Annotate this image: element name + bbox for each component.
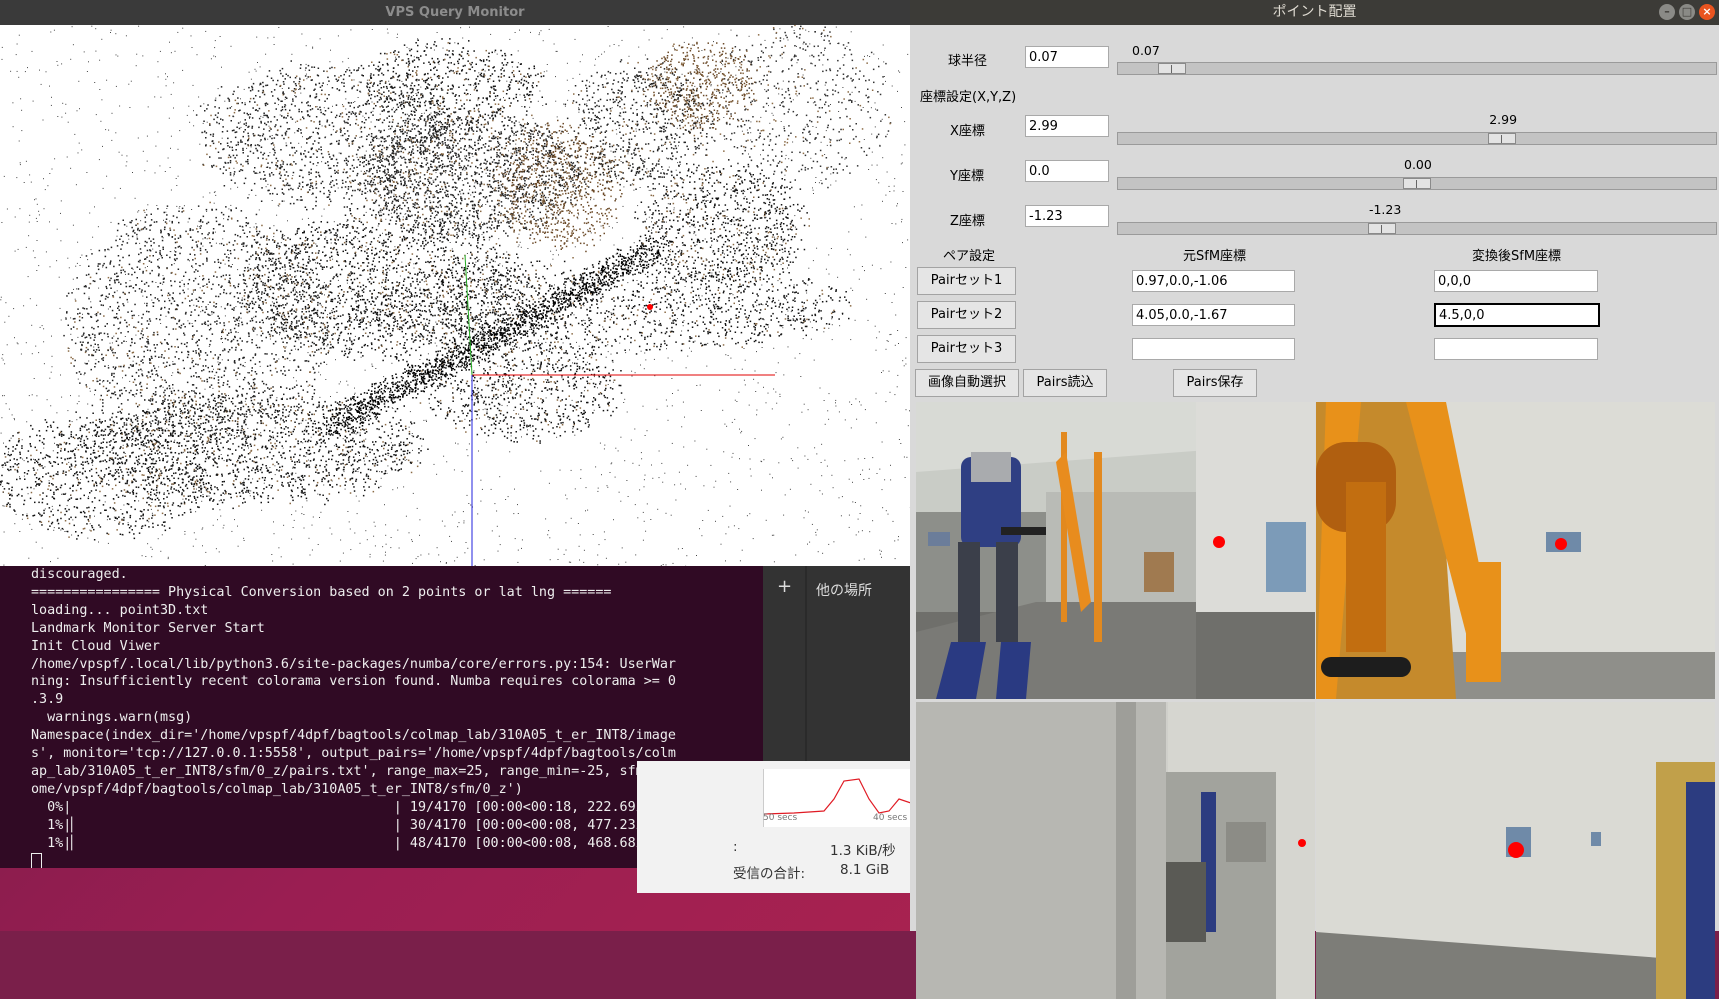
- files-sidebar-fragment: + 他の場所: [763, 566, 910, 761]
- pair-2-converted-field[interactable]: 4.5,0,0: [1434, 303, 1600, 327]
- load-pairs-button[interactable]: Pairs読込: [1023, 369, 1107, 397]
- pair-set-1-button[interactable]: Pairセット1: [917, 267, 1016, 295]
- auto-select-images-button[interactable]: 画像自動選択: [915, 369, 1019, 397]
- camera-image-3[interactable]: [916, 702, 1315, 999]
- original-sfm-heading: 元SfM座標: [1183, 249, 1247, 264]
- z-coord-label: Z座標: [950, 214, 985, 229]
- y-coord-label: Y座標: [950, 169, 984, 184]
- pair-set-3-button[interactable]: Pairセット3: [917, 335, 1016, 363]
- sphere-radius-label: 球半径: [948, 54, 988, 69]
- z-coord-scale-value: -1.23: [1368, 202, 1402, 217]
- pair-set-2-button[interactable]: Pairセット2: [917, 301, 1016, 329]
- camera-image-4[interactable]: [1316, 702, 1715, 999]
- other-locations-item[interactable]: 他の場所: [816, 583, 872, 599]
- maximize-icon[interactable]: □: [1679, 4, 1695, 20]
- terminal-cursor: [31, 852, 42, 868]
- marker-dot: [1298, 839, 1306, 847]
- pair-3-converted-field[interactable]: [1434, 338, 1598, 360]
- camera-image-2[interactable]: [1316, 402, 1715, 699]
- camera-image-1[interactable]: [916, 402, 1315, 699]
- point-cloud-viewer[interactable]: [0, 25, 910, 566]
- sphere-radius-scale-value: 0.07: [1132, 43, 1160, 58]
- recv-rate-value: 1.3 KiB/秒: [830, 843, 896, 859]
- marker-dot: [1213, 536, 1225, 548]
- add-location-icon[interactable]: +: [777, 576, 793, 597]
- converted-sfm-heading: 変換後SfM座標: [1472, 249, 1562, 264]
- z-coord-field[interactable]: -1.23: [1025, 205, 1109, 227]
- y-coord-scale-value: 0.00: [1404, 157, 1432, 172]
- window-title: VPS Query Monitor: [0, 0, 910, 25]
- pair-1-original-field[interactable]: 0.97,0.0,-1.06: [1132, 270, 1295, 292]
- pair-1-converted-field[interactable]: 0,0,0: [1434, 270, 1598, 292]
- x-coord-scale-value: 2.99: [1489, 112, 1518, 127]
- terminal-window[interactable]: discouraged. ================ Physical C…: [0, 566, 763, 868]
- slider-thumb[interactable]: [1403, 178, 1431, 189]
- terminal-output: discouraged. ================ Physical C…: [31, 567, 676, 851]
- slider-thumb[interactable]: [1488, 133, 1517, 144]
- y-coord-slider[interactable]: [1117, 177, 1717, 190]
- point-cloud-canvas[interactable]: [0, 25, 910, 566]
- recv-total-label: 受信の合計:: [733, 866, 806, 882]
- vps-query-monitor-window[interactable]: VPS Query Monitor: [0, 0, 910, 566]
- x-coord-label: X座標: [950, 124, 985, 139]
- graph-tick-label: 40 secs: [873, 813, 908, 823]
- sidebar-divider: [805, 566, 807, 761]
- x-coord-slider[interactable]: [1117, 132, 1717, 145]
- close-icon[interactable]: ×: [1699, 4, 1715, 20]
- slider-thumb[interactable]: [1367, 223, 1396, 234]
- pair-2-original-field[interactable]: 4.05,0.0,-1.67: [1132, 304, 1295, 326]
- z-coord-slider[interactable]: [1117, 222, 1717, 235]
- x-coord-field[interactable]: 2.99: [1025, 115, 1109, 137]
- system-monitor-fragment: 50 secs 40 secs : 1.3 KiB/秒 受信の合計: 8.1 G…: [637, 761, 912, 893]
- sphere-radius-slider[interactable]: [1117, 62, 1717, 75]
- point-placement-window[interactable]: ポイント配置 – □ × 球半径 0.07 0.07 座標設定(X,Y,Z) X…: [910, 0, 1719, 999]
- minimize-icon[interactable]: –: [1659, 4, 1675, 20]
- coords-heading: 座標設定(X,Y,Z): [920, 90, 1017, 105]
- graph-tick-label: 50 secs: [763, 813, 798, 823]
- network-history-graph: [763, 769, 912, 827]
- marker-dot: [1508, 842, 1524, 858]
- y-coord-field[interactable]: 0.0: [1025, 160, 1109, 182]
- recv-total-value: 8.1 GiB: [840, 862, 890, 878]
- recv-rate-label: :: [733, 839, 738, 855]
- marker-dot: [1555, 538, 1567, 550]
- pair-settings-heading: ペア設定: [943, 249, 996, 264]
- save-pairs-button[interactable]: Pairs保存: [1173, 369, 1257, 397]
- slider-thumb[interactable]: [1157, 63, 1186, 74]
- window-title: ポイント配置 – □ ×: [910, 0, 1719, 25]
- window-title-text: ポイント配置: [1272, 4, 1357, 20]
- pair-3-original-field[interactable]: [1132, 338, 1295, 360]
- sphere-radius-field[interactable]: 0.07: [1025, 46, 1109, 68]
